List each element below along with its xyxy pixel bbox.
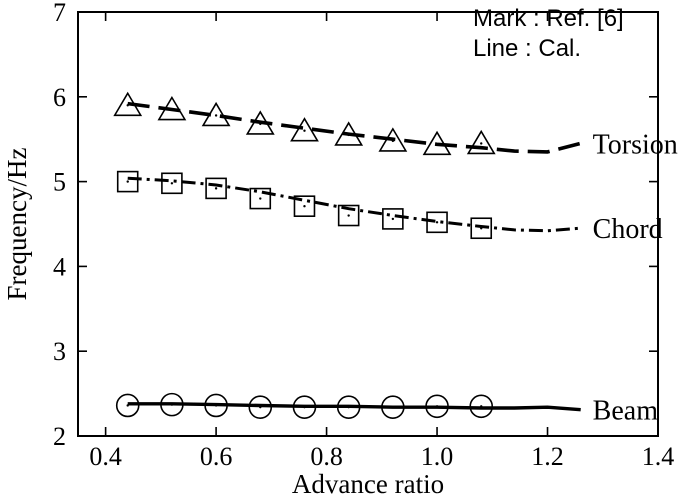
torsion-ref-center-2 [214,114,218,117]
beam-ref-center-3 [259,405,262,409]
x-tick-label-3: 1.0 [421,442,454,471]
beam-ref-marker-0 [115,393,140,418]
chord-ref-center-0 [126,180,129,183]
torsion-ref-center-8 [480,142,483,145]
chord-ref-center-3 [259,197,262,200]
beam-series-label: Beam [593,396,659,427]
x-tick-label-1: 0.6 [200,442,233,471]
beam-ref-center-0 [126,404,129,407]
chord-ref-marker-3 [249,187,272,210]
axes: 0.4 0.6 0.8 1.0 1.2 1.4 2 3 4 5 6 7 [53,0,674,471]
chord-ref-marker-4 [293,195,316,217]
beam-ref-marker-8 [469,394,494,419]
y-tick-label-1: 3 [53,337,66,366]
chord-ref-center-2 [214,187,218,190]
beam-ref-marker-5 [336,395,361,419]
x-axis-label: Advance ratio [292,469,444,498]
chord-ref-center-4 [303,204,306,208]
y-tick-label-3: 5 [53,168,66,197]
x-tick-label-2: 0.8 [310,442,343,471]
torsion-ref-marker-7 [422,130,452,156]
beam-ref-center-2 [214,404,218,407]
torsion-ref-marker-0 [113,91,143,117]
chord-ref-center-7 [435,221,439,224]
beam-ref-center-8 [480,405,483,408]
chord-ref-marker-8 [470,217,493,240]
legend-line-text: Line : Cal. [473,35,581,62]
chord-series-label: Chord [593,214,663,245]
series-beam: Beam [115,392,659,427]
torsion-series-label: Torsion [593,129,678,160]
torsion-ref-center-0 [126,104,129,107]
chord-ref-center-1 [170,182,174,185]
beam-ref-marker-4 [292,395,317,419]
chord-ref-center-8 [480,227,483,230]
torsion-ref-marker-4 [290,117,319,142]
y-tick-label-2: 4 [53,252,66,281]
torsion-ref-marker-2 [201,101,231,127]
chord-ref-marker-7 [426,211,448,234]
torsion-ref-center-4 [303,129,306,132]
beam-ref-center-6 [391,405,395,409]
x-tick-label-5: 1.4 [642,442,675,471]
chord-ref-marker-2 [205,177,227,200]
torsion-ref-center-3 [259,122,262,126]
chord-ref-marker-6 [382,208,404,230]
y-tick-label-4: 6 [53,83,66,112]
torsion-ref-marker-6 [378,127,408,152]
torsion-ref-center-1 [170,108,174,111]
torsion-ref-center-5 [347,133,350,137]
chord-ref-center-6 [391,217,395,221]
beam-ref-center-1 [170,403,174,406]
y-tick-label-5: 7 [53,0,66,27]
beam-ref-marker-6 [381,395,405,419]
x-tick-label-0: 0.4 [89,442,122,471]
torsion-ref-marker-1 [157,95,187,121]
x-tick-label-4: 1.2 [531,442,564,471]
torsion-ref-center-6 [391,139,395,143]
chord-ref-marker-5 [337,204,360,227]
beam-ref-marker-2 [204,393,228,418]
beam-ref-center-4 [303,405,306,409]
beam-ref-center-5 [347,405,350,409]
beam-calc-line [127,402,581,412]
series-layer: Torsion Chord Beam [113,91,678,427]
plot-frame [77,11,659,437]
series-chord: Chord [116,170,663,245]
beam-ref-center-7 [435,405,439,408]
torsion-ref-marker-5 [334,121,364,146]
chord-ref-marker-1 [161,172,183,195]
y-axis-label: Frequency/Hz [2,148,32,301]
beam-ref-marker-3 [248,395,273,419]
torsion-ref-marker-3 [245,110,275,135]
chord-ref-center-5 [347,214,350,217]
torsion-ref-center-7 [435,143,439,146]
series-torsion: Torsion [113,91,678,160]
beam-ref-marker-7 [425,394,449,419]
chord-calc-line [127,176,581,233]
legend-mark-text: Mark : Ref. [6] [473,5,624,32]
chord-ref-marker-0 [116,170,139,193]
y-tick-label-0: 2 [53,422,66,451]
beam-ref-marker-1 [160,392,184,417]
torsion-ref-marker-8 [466,129,496,155]
